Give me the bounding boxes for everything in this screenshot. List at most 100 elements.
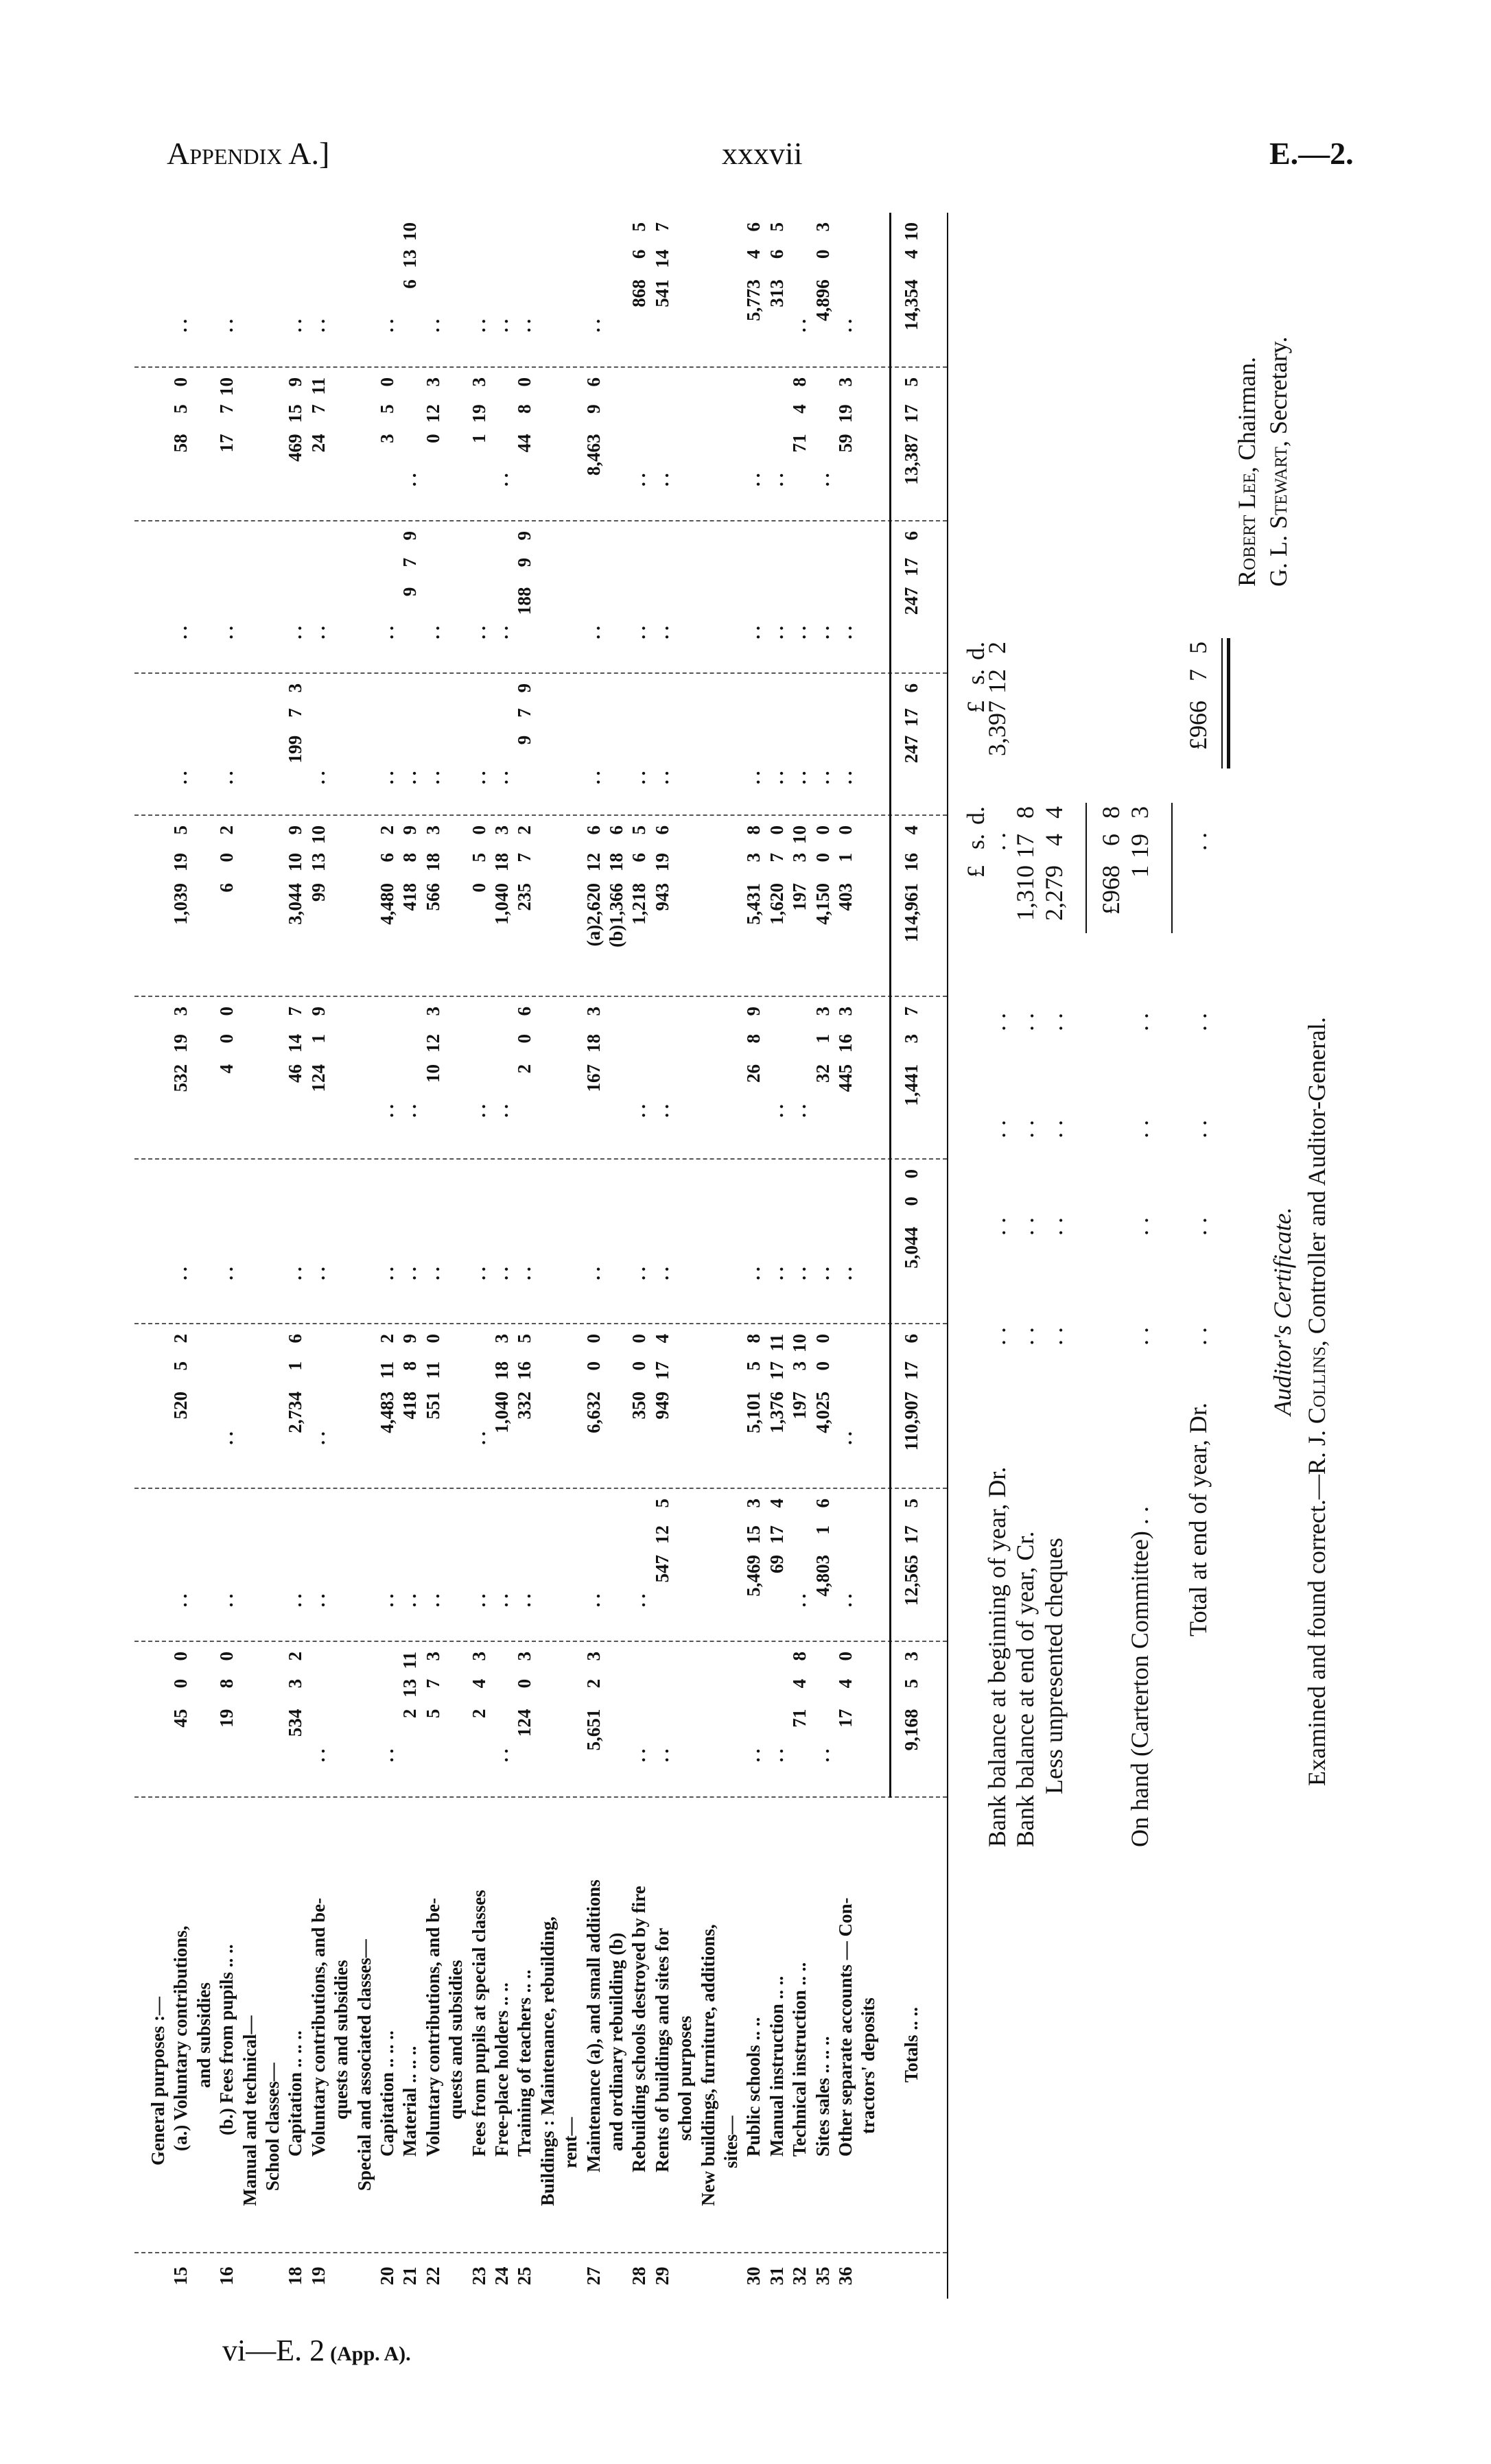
amount-cell: 4,150 0 0 [812, 825, 834, 997]
pounds: 71 [789, 434, 810, 453]
amount-cell: 8,463 9 6 [583, 377, 604, 521]
blank [788, 222, 810, 250]
shillings: 6 [377, 853, 397, 863]
shillings: 6 [766, 249, 787, 259]
blank [468, 1361, 490, 1392]
row-number: 36 [835, 2266, 856, 2286]
pounds: 332 [514, 1392, 535, 1420]
pence: 9 [399, 1334, 421, 1344]
shillings: 7 [422, 1678, 443, 1689]
pence: 3 [170, 1007, 191, 1016]
shillings: 17 [901, 1525, 921, 1545]
shillings: 16 [514, 1361, 535, 1380]
amount-cell: 9 7 9 [513, 683, 535, 816]
pounds: 1,376 [766, 1392, 787, 1433]
pence: 5 [901, 1499, 921, 1508]
leader-dots: . . [1126, 1217, 1153, 1236]
pence: 10 [789, 825, 810, 844]
leader-dots: . . [1184, 1327, 1212, 1346]
ditto-dots: .. [468, 1589, 489, 1608]
blank [169, 1197, 191, 1227]
ditto-dots: .. [468, 1100, 489, 1118]
amount-cell: 534 3 2 [284, 1652, 306, 1798]
amount-cell: .. [742, 683, 764, 816]
blank [583, 1499, 604, 1525]
amount-cell: .. [284, 1169, 306, 1324]
amount-cell: 71 4 8 [788, 1652, 810, 1798]
amount-cell: .. [215, 1499, 237, 1642]
amount-cell: 4,480 6 2 [376, 825, 398, 997]
blank [788, 250, 810, 280]
shillings: 17 [901, 557, 921, 576]
blank [628, 683, 650, 708]
pence: 0 [835, 1652, 856, 1661]
pence: 3 [583, 1007, 604, 1016]
amount-cell: 949 17 4 [651, 1334, 673, 1489]
pounds: 313 [766, 279, 787, 307]
amount-cell: 124 0 3 [513, 1652, 535, 1798]
pounds: 469 [285, 434, 306, 462]
shillings: 12 [583, 853, 604, 871]
amount-cell: .. [215, 1334, 237, 1489]
shillings: 11 [422, 1361, 443, 1379]
row-number: 35 [812, 2266, 833, 2286]
amount-cell: .. [307, 222, 329, 368]
amount-cell: 1 19 3 [468, 377, 490, 521]
blank [651, 377, 673, 404]
blank [742, 708, 764, 736]
shillings: 8 [514, 404, 535, 414]
shillings: 2 [583, 1678, 604, 1689]
amount-cell: .. [307, 1652, 329, 1798]
shillings: 5 [468, 853, 489, 863]
row-label: quests and subsidies [331, 1960, 352, 2120]
leader-dots: . . [1011, 1327, 1039, 1346]
amount-cell: .. [834, 683, 856, 816]
shillings: 7 [766, 853, 787, 863]
subtotal-rule [1085, 803, 1087, 933]
blank [812, 404, 834, 434]
amount-cell: 6 0 2 [215, 825, 237, 997]
amount-cell: 0 12 3 [422, 377, 444, 521]
pounds: 4,480 [377, 883, 397, 925]
blank [628, 1169, 650, 1197]
amount-cell: 1,376 17 11 [766, 1334, 788, 1489]
amount-cell: .. [468, 222, 490, 368]
bank-balance-end-value: 1,310 17 8 [1011, 806, 1039, 943]
blank [376, 708, 398, 736]
pounds: 2,734 [285, 1392, 306, 1433]
ditto-dots: .. [377, 314, 397, 333]
shillings: 7 [514, 708, 535, 718]
amount-cell: 313 6 5 [766, 222, 788, 368]
amount-cell: .. [169, 1169, 191, 1324]
shillings: 16 [901, 853, 921, 871]
pounds: 5 [422, 1709, 443, 1719]
amount-cell: .. [307, 531, 329, 674]
ditto-dots: .. [583, 314, 604, 333]
blank [376, 683, 398, 708]
blank [834, 708, 856, 736]
amount-cell: .. [651, 683, 673, 816]
amount-cell: 1,039 19 5 [169, 825, 191, 997]
blank [583, 250, 604, 280]
ditto-dots: .. [766, 766, 787, 785]
ditto-dots: .. [789, 1589, 810, 1608]
ditto-dots: .. [743, 469, 764, 486]
amount-cell: .. [651, 377, 673, 521]
amount-cell: .. [491, 222, 513, 368]
pence: 9 [307, 1007, 329, 1016]
blank [628, 377, 650, 404]
pounds: 3,044 [285, 883, 306, 925]
amount-cell: 1,441 3 7 [900, 1007, 922, 1160]
pounds: 418 [399, 1392, 421, 1420]
pence: 0 [170, 377, 191, 387]
blank [376, 1499, 398, 1525]
amount-cell: .. [788, 683, 810, 816]
blank [651, 708, 673, 736]
pounds: 12,565 [901, 1555, 921, 1606]
ditto-dots: .. [216, 314, 237, 333]
shillings: 17 [766, 1361, 787, 1380]
shillings: 0 [170, 1678, 191, 1689]
ditto-dots: .. [651, 469, 672, 486]
amount-cell: .. [628, 1169, 650, 1324]
amount-cell: .. [766, 1652, 788, 1798]
